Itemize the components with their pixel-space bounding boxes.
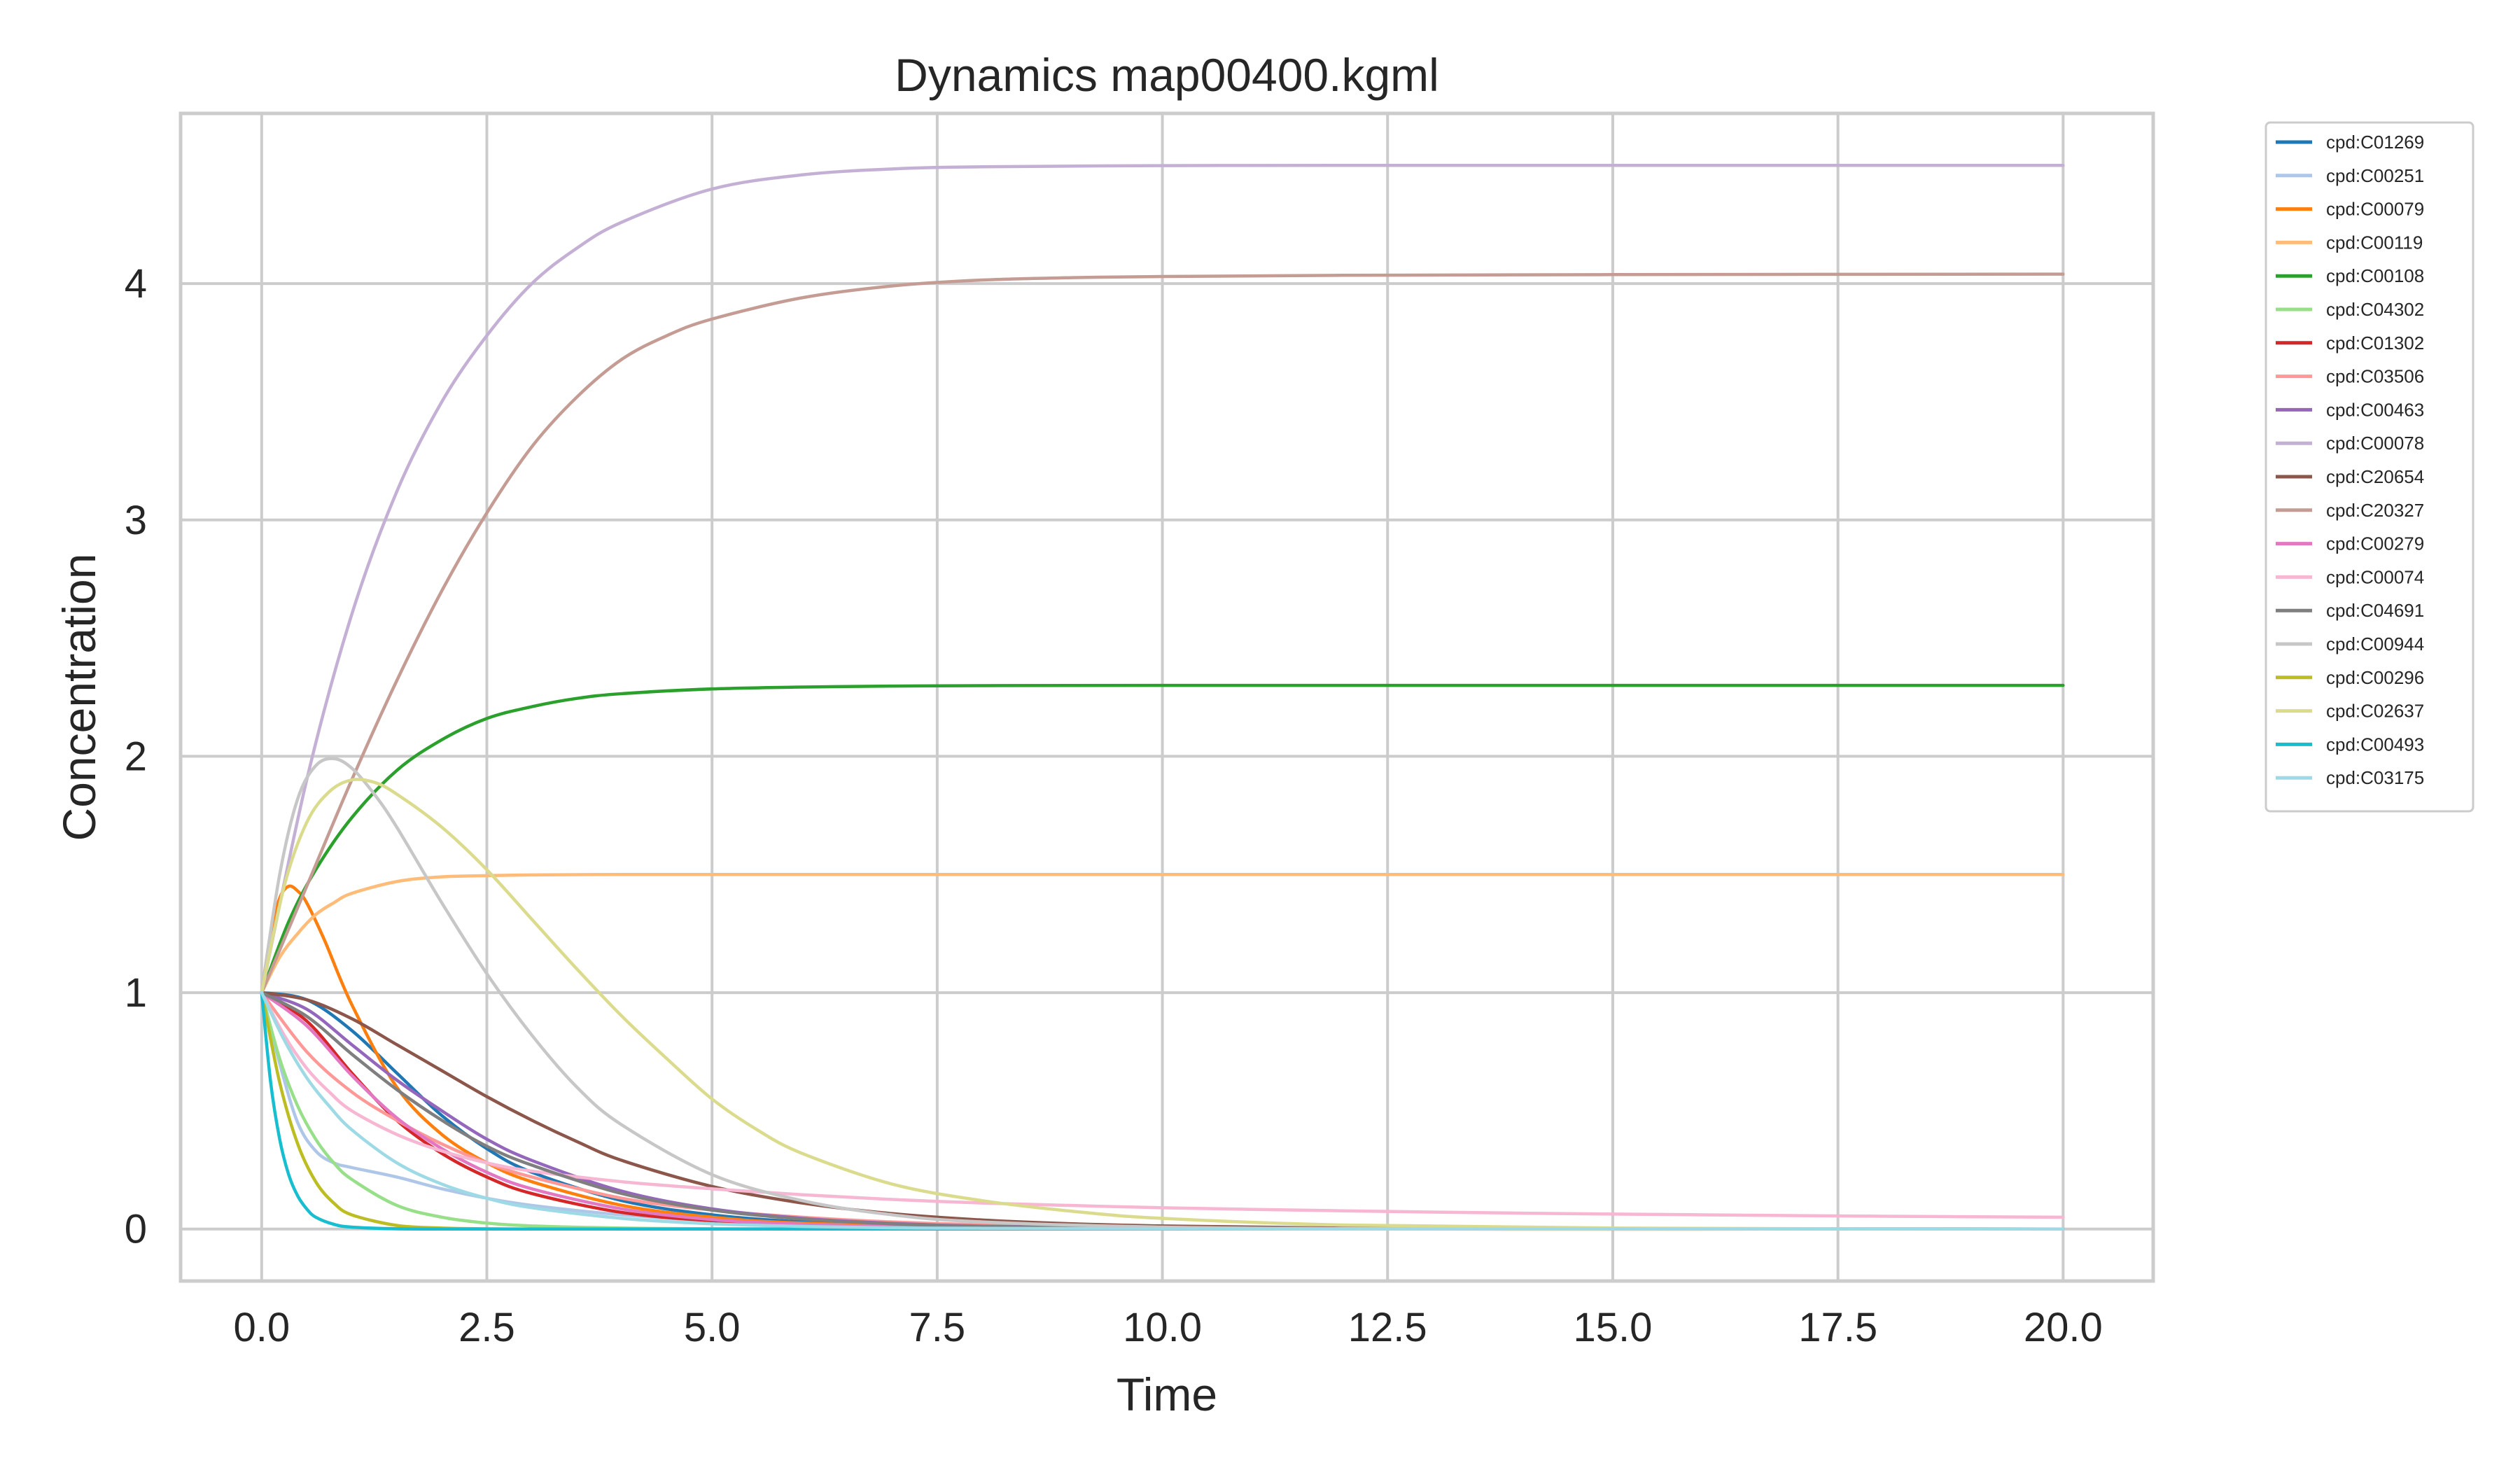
legend-entry: cpd:C00108 (2326, 265, 2424, 286)
legend-entry: cpd:C04302 (2326, 299, 2424, 320)
y-tick-label: 0 (125, 1207, 147, 1252)
y-tick-label: 4 (125, 261, 147, 307)
legend-entry: cpd:C00279 (2326, 533, 2424, 554)
legend-entry: cpd:C00296 (2326, 667, 2424, 688)
series-line-cpd-c02637 (260, 778, 2065, 1231)
legend-entry: cpd:C02637 (2326, 701, 2424, 722)
series-line-cpd-c03175 (260, 990, 2065, 1231)
chart-title: Dynamics map00400.kgml (895, 49, 1439, 101)
series-line-cpd-c00119 (260, 872, 2065, 995)
legend-box (2264, 121, 2474, 813)
x-tick-label: 5.0 (684, 1305, 741, 1350)
legend-entry: cpd:C00463 (2326, 399, 2424, 420)
x-tick-label: 12.5 (1348, 1305, 1427, 1350)
y-tick-label: 2 (125, 734, 147, 779)
y-tick-label: 3 (125, 498, 147, 543)
legend-entry: cpd:C00078 (2326, 433, 2424, 454)
legend-entry: cpd:C03506 (2326, 366, 2424, 387)
legend-entry: cpd:C20654 (2326, 466, 2424, 487)
x-tick-label: 17.5 (1798, 1305, 1877, 1350)
legend-entry: cpd:C20327 (2326, 500, 2424, 521)
legend-entry: cpd:C01302 (2326, 332, 2424, 354)
x-axis-label: Time (1116, 1368, 1217, 1420)
legend-entry: cpd:C00079 (2326, 199, 2424, 220)
x-tick-label: 2.5 (458, 1305, 515, 1350)
y-tick-label: 1 (125, 970, 147, 1016)
y-axis: 0 1 2 3 4 (125, 261, 147, 1252)
x-axis: 0.0 2.5 5.0 7.5 10.0 12.5 15.0 17.5 20.0 (233, 1305, 2102, 1350)
legend: cpd:C01269 cpd:C00251 cpd:C00079 cpd:C00119… (2264, 121, 2474, 813)
plot-frame (178, 111, 2155, 1283)
legend-entry: cpd:C03175 (2326, 767, 2424, 788)
plot-area (260, 164, 2065, 1231)
y-axis-label: Concentration (53, 554, 105, 841)
x-tick-label: 10.0 (1123, 1305, 1202, 1350)
x-tick-label: 15.0 (1574, 1305, 1653, 1350)
x-tick-label: 20.0 (2024, 1305, 2103, 1350)
series-line-cpd-c00078 (260, 164, 2065, 995)
series-line-cpd-c00108 (260, 683, 2065, 995)
legend-entry: cpd:C04691 (2326, 600, 2424, 621)
legend-entry: cpd:C00074 (2326, 566, 2424, 587)
series-line-cpd-c20327 (260, 272, 2065, 995)
legend-entry: cpd:C00251 (2326, 165, 2424, 186)
legend-entry: cpd:C00944 (2326, 634, 2424, 654)
x-tick-label: 7.5 (909, 1305, 966, 1350)
series-line-cpd-c00074 (260, 990, 2065, 1219)
legend-entry: cpd:C00493 (2326, 734, 2424, 755)
legend-entry: cpd:C00119 (2326, 232, 2423, 253)
legend-entry: cpd:C01269 (2326, 132, 2424, 153)
x-tick-label: 0.0 (233, 1305, 290, 1350)
